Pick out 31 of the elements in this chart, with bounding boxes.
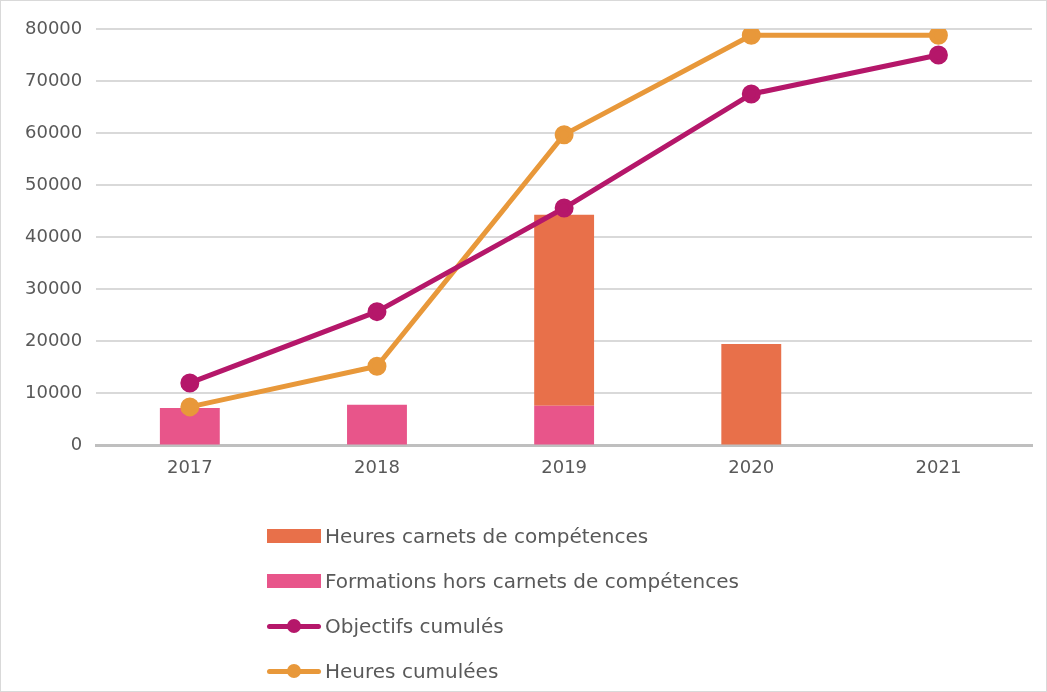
y-tick-label: 70000 [25, 68, 83, 90]
bar [159, 407, 220, 445]
x-tick-label: 2017 [166, 455, 213, 477]
legend-label: Heures carnets de compétences [325, 523, 649, 548]
y-tick-label: 10000 [25, 381, 83, 403]
y-tick-label: 0 [70, 433, 83, 455]
x-tick-label: 2021 [915, 455, 962, 477]
bar [534, 214, 595, 406]
y-tick-label: 30000 [25, 276, 83, 298]
point [180, 397, 200, 417]
legend-label: Heures cumulées [325, 658, 499, 683]
bar [347, 404, 407, 445]
point [928, 45, 948, 65]
point [367, 302, 387, 322]
point [741, 84, 761, 104]
x-tick-label: 2019 [541, 455, 588, 477]
y-tick-label: 50000 [25, 172, 83, 194]
bar [721, 343, 782, 445]
y-tick-label: 80000 [25, 16, 83, 38]
x-tick-label: 2018 [354, 455, 400, 477]
point [180, 373, 200, 393]
x-tick-label: 2020 [728, 455, 775, 477]
point [554, 125, 574, 145]
bar [534, 405, 595, 445]
y-tick-label: 40000 [25, 224, 83, 246]
y-tick-label: 60000 [25, 120, 83, 142]
legend-label: Formations hors carnets de compétences [325, 568, 739, 593]
point [554, 198, 574, 218]
y-tick-label: 20000 [25, 328, 83, 350]
point [367, 356, 387, 376]
legend-label: Objectifs cumulés [325, 613, 504, 638]
